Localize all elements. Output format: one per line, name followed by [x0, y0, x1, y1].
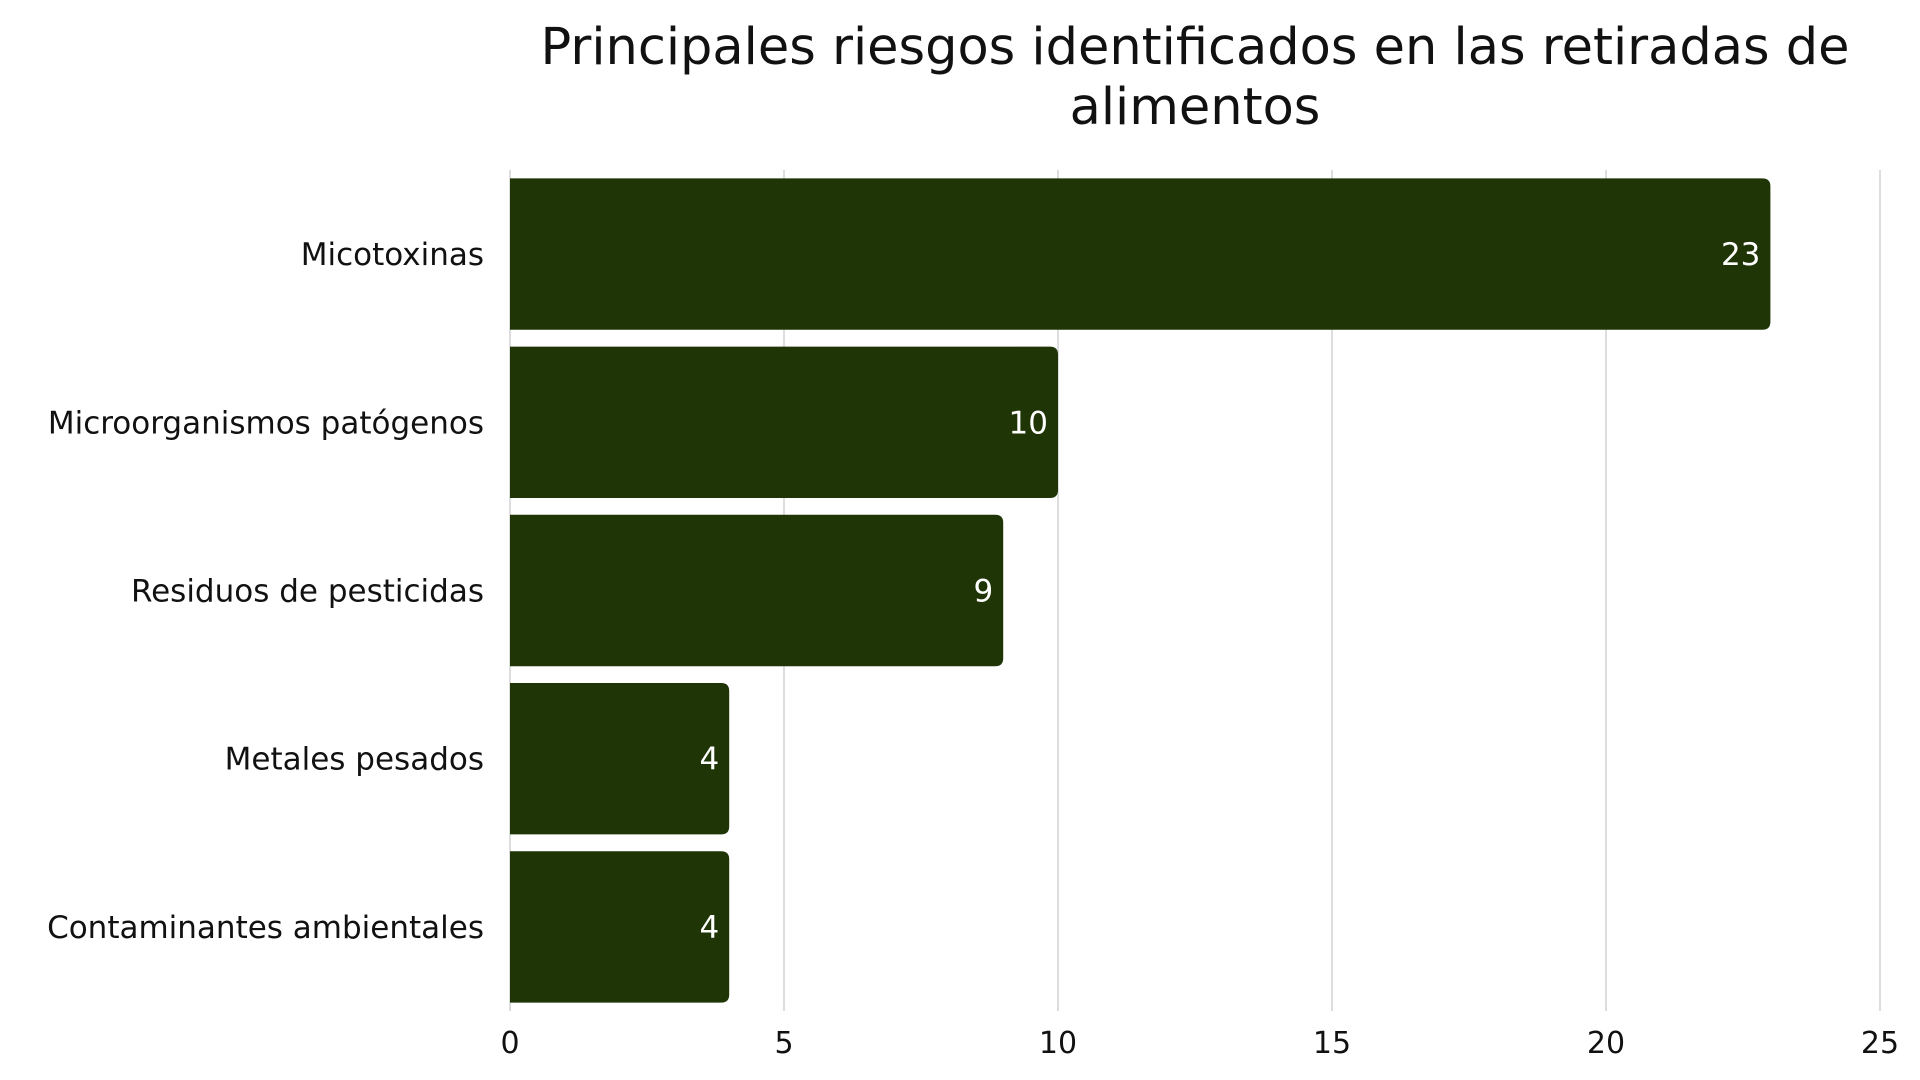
category-label-4: Contaminantes ambientales	[47, 910, 484, 946]
category-label-1: Microorganismos patógenos	[48, 405, 484, 441]
category-label-2: Residuos de pesticidas	[131, 574, 484, 610]
category-label-3: Metales pesados	[225, 742, 484, 778]
bar-4	[510, 851, 730, 1003]
x-tick-label-3: 15	[1313, 1026, 1351, 1061]
bar-3	[510, 683, 730, 835]
bar-value-label-3: 4	[699, 742, 719, 778]
chart-title-line-2: alimentos	[1069, 78, 1321, 137]
chart-title-line-1: Principales riesgos identificados en las…	[540, 18, 1850, 77]
bar-1	[510, 346, 1058, 498]
x-tick-label-0: 0	[500, 1026, 519, 1061]
bar-2	[510, 514, 1004, 667]
bar-value-label-2: 9	[973, 574, 993, 610]
bar-value-label-0: 23	[1721, 237, 1760, 273]
bar-0	[510, 178, 1771, 330]
x-tick-label-1: 5	[774, 1026, 793, 1061]
chart-title: Principales riesgos identificados en las…	[460, 18, 1920, 138]
bar-value-label-4: 4	[699, 910, 719, 946]
category-label-0: Micotoxinas	[301, 237, 484, 273]
bar-value-label-1: 10	[1009, 405, 1048, 441]
x-tick-label-4: 20	[1587, 1026, 1625, 1061]
x-tick-label-5: 25	[1861, 1026, 1899, 1061]
x-tick-label-2: 10	[1039, 1026, 1077, 1061]
